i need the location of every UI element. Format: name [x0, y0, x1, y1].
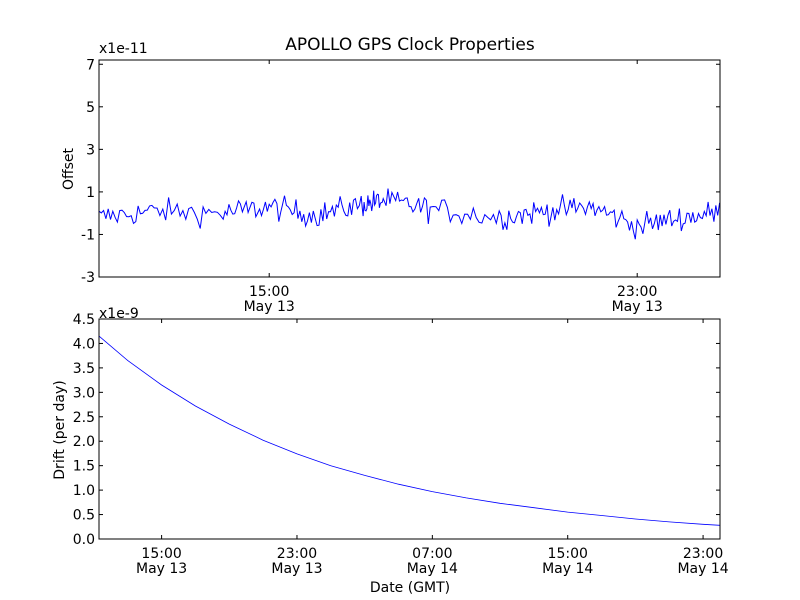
drift-y-tick-label: 4.0 — [73, 336, 95, 352]
offset-x-tick-label-date: May 13 — [244, 299, 295, 315]
drift-y-tick-label: 1.0 — [73, 483, 95, 499]
offset-scale-label: x1e-11 — [99, 41, 148, 57]
drift-x-tick-label-time: 23:00 — [277, 546, 317, 562]
drift-y-axis-label: Drift (per day) — [52, 380, 68, 479]
drift-x-tick-label-date: May 14 — [677, 561, 728, 577]
drift-x-tick-label-time: 07:00 — [412, 546, 452, 562]
offset-y-tick-label: -3 — [81, 270, 95, 286]
drift-x-tick-label-time: 15:00 — [548, 546, 588, 562]
drift-y-tick-label: 0.5 — [73, 508, 95, 524]
offset-y-tick-label: 3 — [86, 142, 95, 158]
drift-scale-label: x1e-9 — [99, 306, 139, 322]
drift-x-tick-label-date: May 14 — [407, 561, 458, 577]
drift-panel: x1e-9 Drift (per day) Date (GMT) 0.0 0.5 1… — [52, 306, 729, 596]
drift-y-tick-label: 2.5 — [73, 410, 95, 426]
drift-x-axis-label: Date (GMT) — [370, 580, 450, 596]
drift-plot-frame — [98, 318, 721, 540]
offset-y-tick-label: 1 — [86, 185, 95, 201]
drift-x-tick-label-date: May 13 — [136, 561, 187, 577]
drift-y-tick-label: 3.0 — [73, 385, 95, 401]
offset-plot-frame — [98, 59, 721, 278]
drift-x-tick-label-time: 15:00 — [141, 546, 181, 562]
offset-x-tick-label-time: 15:00 — [249, 284, 289, 300]
drift-y-tick-label: 1.5 — [73, 459, 95, 475]
offset-x-tick-label-date: May 13 — [612, 299, 663, 315]
drift-y-tick-label: 4.5 — [73, 312, 95, 328]
offset-x-tick-label-time: 23:00 — [617, 284, 657, 300]
drift-x-tick-label-date: May 13 — [271, 561, 322, 577]
offset-y-tick-label: 7 — [86, 57, 95, 73]
figure-title: APOLLO GPS Clock Properties — [285, 35, 535, 55]
offset-y-tick-label: -1 — [81, 227, 95, 243]
offset-y-tick-label: 5 — [86, 100, 95, 116]
drift-series-line — [98, 335, 721, 526]
drift-y-tick-label: 3.5 — [73, 361, 95, 377]
offset-series-line — [98, 188, 721, 240]
drift-y-tick-label: 2.0 — [73, 434, 95, 450]
drift-x-tick-label-date: May 14 — [542, 561, 593, 577]
drift-x-tick-label-time: 23:00 — [683, 546, 723, 562]
drift-y-tick-label: 0.0 — [73, 532, 95, 548]
offset-y-axis-label: Offset — [61, 147, 77, 190]
